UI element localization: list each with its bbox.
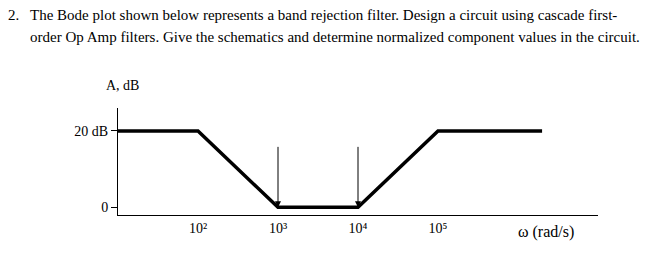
svg-text:10⁵: 10⁵ — [429, 221, 448, 236]
svg-text:10⁴: 10⁴ — [349, 221, 368, 236]
html-text:order Op Amp filters. Give the: order Op Amp filters. Give the schematic… — [30, 29, 640, 45]
svg-text:0: 0 — [101, 200, 108, 215]
svg-text:A, dB: A, dB — [106, 78, 139, 93]
svg-text:20 dB: 20 dB — [74, 124, 108, 139]
svg-text:ω (rad/s): ω (rad/s) — [518, 223, 574, 241]
svg-text:10³: 10³ — [269, 221, 287, 236]
svg-text:10²: 10² — [189, 221, 207, 236]
html-text:The Bode plot shown below repr: The Bode plot shown below represents a b… — [30, 7, 618, 23]
html-text:2.: 2. — [8, 7, 20, 23]
